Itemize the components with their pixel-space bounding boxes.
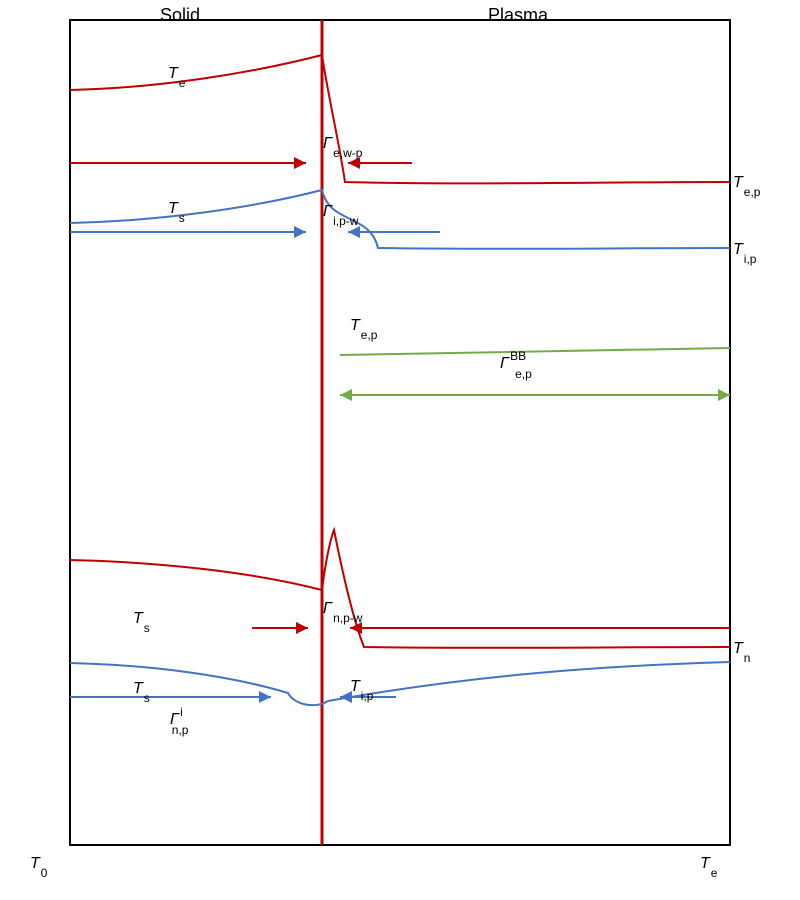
label-Te-main: T xyxy=(168,65,178,82)
label-Ts3-main: T xyxy=(133,680,143,697)
label-Tep_eq-sub: e,p xyxy=(744,185,761,199)
label-Tep: Te,p xyxy=(350,317,376,335)
label-Ts: Ts xyxy=(168,200,184,218)
label-Tep-main: T xyxy=(350,317,360,334)
label-Tip: Ti,p xyxy=(350,678,372,696)
label-solid: Solid xyxy=(160,5,200,26)
curve-ts xyxy=(70,190,730,249)
label-Ts-main: T xyxy=(168,200,178,217)
label-Te-sub: e xyxy=(179,76,186,90)
label-Gamma_i_np: Γin,p xyxy=(170,711,198,729)
label-Tep_eq: Te,p xyxy=(733,174,759,192)
curve-tn xyxy=(70,530,730,648)
label-Tip_eq: Ti,p xyxy=(733,241,755,259)
label-Ts-sub: s xyxy=(179,211,185,225)
label-Gamma_i_wp-sub: i,p-w xyxy=(333,214,358,228)
label-Gamma_ep_BB: ΓBBe,p xyxy=(500,355,542,373)
label-Gamma_n_pw-main: Γ xyxy=(323,600,332,617)
diagram-stage: SolidPlasmaTeTe,pΓe,w-pTsTi,pΓi,p-wTe,pΓ… xyxy=(0,0,800,900)
label-Gamma_ep_BB-sub: e,p xyxy=(515,367,532,381)
label-T0: T0 xyxy=(30,855,46,873)
label-Te: Te xyxy=(168,65,184,83)
label-Gamma_e_wp-sub: e,w-p xyxy=(333,146,362,160)
label-Gamma_i_wp: Γi,p-w xyxy=(323,203,357,221)
label-Gamma_e_wp-main: Γ xyxy=(323,135,332,152)
label-Tn_eq-main: T xyxy=(733,640,743,657)
label-Gamma_n_pw: Γn,p-w xyxy=(323,600,361,618)
label-Te2: Te xyxy=(700,855,716,873)
label-Ts3-sub: s xyxy=(144,691,150,705)
label-Gamma_ep_BB-super: BB xyxy=(510,349,526,363)
label-Ts3: Ts xyxy=(133,680,149,698)
label-Tip-main: T xyxy=(350,678,360,695)
curve-tep xyxy=(340,348,730,355)
label-T0-main: T xyxy=(30,855,40,872)
label-Gamma_i_wp-main: Γ xyxy=(323,203,332,220)
label-Ts2-main: T xyxy=(133,610,143,627)
label-Gamma_e_wp: Γe,w-p xyxy=(323,135,361,153)
label-Tep-sub: e,p xyxy=(361,328,378,342)
diagram-svg xyxy=(0,0,800,900)
label-Tn_eq-sub: n xyxy=(744,651,751,665)
dim-arrow-blue-bot xyxy=(70,691,396,703)
label-Tip-sub: i,p xyxy=(361,689,374,703)
label-Tip_eq-main: T xyxy=(733,241,743,258)
label-Tep_eq-main: T xyxy=(733,174,743,191)
label-Te2-sub: e xyxy=(711,866,718,880)
dim-arrow-red-bot xyxy=(252,622,730,634)
curve-tip xyxy=(70,662,730,705)
label-Gamma_i_np-sub: n,p xyxy=(172,723,189,737)
label-Tip_eq-sub: i,p xyxy=(744,252,757,266)
dim-arrow-blue-top xyxy=(70,226,440,238)
label-plasma: Plasma xyxy=(488,5,548,26)
outer-frame xyxy=(70,20,730,845)
label-Gamma_n_pw-sub: n,p-w xyxy=(333,611,362,625)
label-Ts2-sub: s xyxy=(144,621,150,635)
label-Te2-main: T xyxy=(700,855,710,872)
label-Gamma_ep_BB-main: Γ xyxy=(500,355,509,372)
label-Tn_eq: Tn xyxy=(733,640,749,658)
label-T0-sub: 0 xyxy=(41,866,48,880)
dim-arrow-green xyxy=(340,389,730,401)
label-Ts2: Ts xyxy=(133,610,149,628)
label-Gamma_i_np-super: i xyxy=(180,705,183,719)
